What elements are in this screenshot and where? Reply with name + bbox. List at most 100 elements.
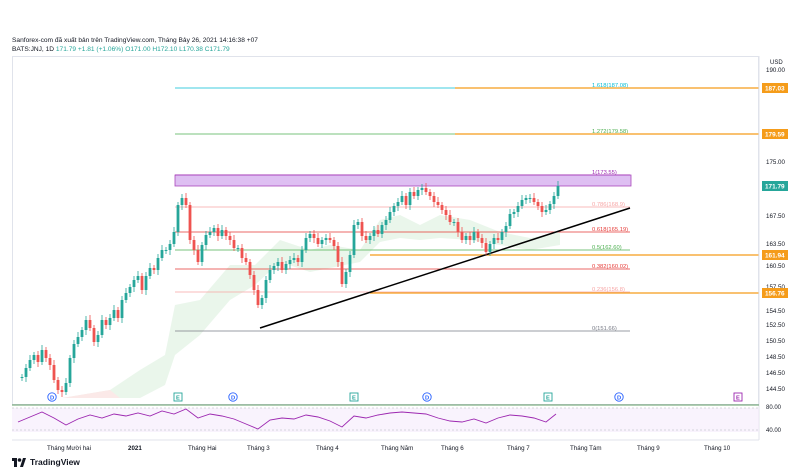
candle-body [336, 246, 340, 262]
price-axis-tick: 167.50 [766, 213, 785, 220]
candle-body [224, 230, 228, 236]
symbol-label[interactable]: BATS:JNJ, 1D [12, 46, 55, 53]
candle-body [160, 250, 164, 258]
candle-body [440, 205, 444, 210]
event-marker-e-icon[interactable]: E [173, 392, 183, 402]
event-marker-d-icon[interactable]: D [228, 392, 238, 402]
fib-level-label: 0(151.66) [592, 326, 617, 332]
candle-body [444, 210, 448, 215]
candle-body [168, 244, 172, 250]
candle-body [192, 240, 196, 250]
candle-body [524, 198, 528, 200]
candle-body [404, 196, 408, 205]
candle-body [328, 238, 332, 240]
candle-body [200, 245, 204, 262]
fib-level-label: 0.5(162.60) [592, 245, 622, 251]
event-marker-letter: E [546, 396, 550, 402]
candle-body [552, 196, 556, 204]
event-marker-letter: D [425, 396, 429, 402]
candle-body [280, 262, 284, 270]
candle-body [44, 350, 48, 358]
event-marker-d-icon[interactable]: D [614, 392, 624, 402]
time-axis-label: Tháng 6 [441, 445, 464, 452]
candle-body [348, 255, 352, 272]
candle-body [60, 390, 64, 392]
price-axis-currency: USD [770, 60, 783, 66]
candle-body [112, 310, 116, 318]
candle-body [364, 236, 368, 240]
candle-body [368, 236, 372, 240]
candle-body [296, 258, 300, 262]
price-level-tag-label: 179.59 [765, 132, 785, 139]
candle-body [456, 222, 460, 232]
candle-body [128, 287, 132, 293]
candle-body [520, 200, 524, 206]
price-level-tag [762, 129, 788, 139]
candle-body [412, 192, 416, 196]
candle-body [188, 205, 192, 240]
candle-body [448, 215, 452, 222]
price-axis-tick: 190.00 [766, 67, 785, 74]
candle-body [480, 238, 484, 243]
event-marker-d-icon[interactable]: D [47, 392, 57, 402]
candle-body [392, 206, 396, 212]
candle-body [452, 222, 456, 223]
price-level-tag-label: 171.79 [765, 184, 785, 191]
time-axis-label: Tháng 7 [507, 445, 530, 452]
time-axis-label: Tháng Năm [381, 445, 413, 452]
candle-body [276, 262, 280, 266]
candle-body [164, 250, 168, 251]
candle-body [528, 198, 532, 199]
candle-body [432, 196, 436, 202]
event-marker-letter: D [50, 396, 54, 402]
event-marker-shape [47, 392, 57, 402]
candle-body [344, 272, 348, 284]
symbol-ohlc-line: BATS:JNJ, 1D 171.79 +1.81 (+1.06%) O171.… [12, 46, 230, 53]
candle-body [292, 258, 296, 260]
candle-body [380, 225, 384, 234]
candle-body [88, 320, 92, 328]
price-axis-tick: 163.50 [766, 241, 785, 248]
fib-level-label: 0.236(156.8) [592, 287, 625, 293]
candle-body [24, 368, 28, 377]
price-axis-tick: 152.50 [766, 322, 785, 329]
time-axis-label: Tháng 4 [316, 445, 339, 452]
rsi-axis-tick: 40.00 [766, 428, 782, 434]
event-marker-d-icon[interactable]: D [422, 392, 432, 402]
candle-body [536, 202, 540, 206]
event-marker-e-icon[interactable]: E [733, 392, 743, 402]
event-marker-e-icon[interactable]: E [349, 392, 359, 402]
candle-body [284, 264, 288, 270]
price-axis-tick: 160.50 [766, 263, 785, 270]
event-marker-e-icon[interactable]: E [543, 392, 553, 402]
candle-body [492, 238, 496, 244]
fib-level-label: 0.382(160.02) [592, 264, 628, 270]
candle-body [96, 335, 100, 342]
candle-body [312, 234, 316, 238]
price-level-tag-label: 187.03 [765, 86, 785, 93]
candle-body [208, 232, 212, 235]
candle-body [184, 198, 188, 205]
candle-body [232, 240, 236, 248]
last-price: 171.79 [55, 46, 77, 53]
tradingview-logo-text: TradingView [30, 457, 80, 467]
price-axis-tick: 144.50 [766, 386, 785, 393]
candle-body [408, 192, 412, 205]
fib-level-label: 1.272(179.58) [592, 129, 628, 135]
candle-body [264, 280, 268, 298]
candle-body [488, 244, 492, 252]
candle-body [80, 330, 84, 337]
close-value: C171.79 [204, 46, 230, 53]
candle-body [468, 236, 472, 240]
ichimoku-cloud-bear [62, 390, 120, 398]
candle-body [496, 238, 500, 240]
high-value: H172.10 [152, 46, 178, 53]
event-marker-shape [228, 392, 238, 402]
time-axis-label: Tháng Mười hai [47, 445, 91, 452]
candle-body [120, 300, 124, 318]
candle-body [108, 318, 112, 325]
price-level-tag-label: 156.76 [765, 291, 785, 298]
candle-body [516, 206, 520, 212]
candle-body [76, 337, 80, 344]
